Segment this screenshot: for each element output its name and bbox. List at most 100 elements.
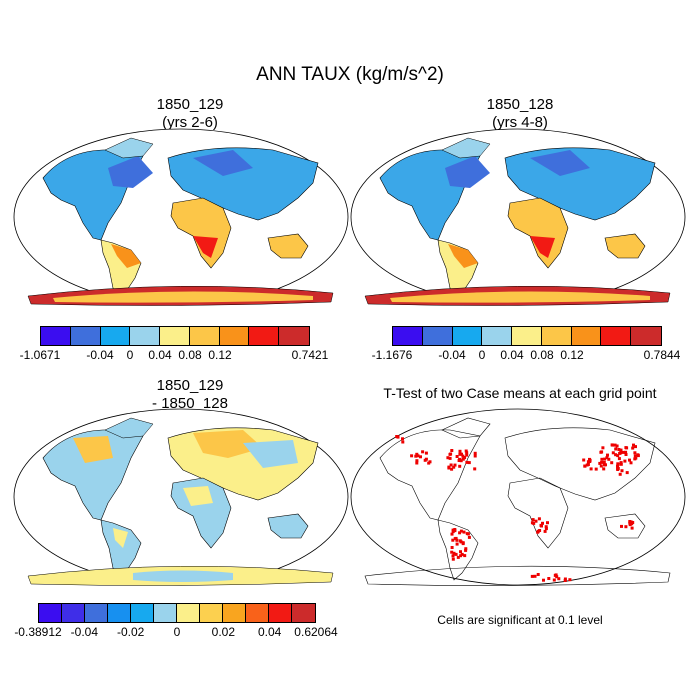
- significant-cell: [451, 530, 455, 534]
- significant-cell: [552, 578, 556, 582]
- colorbar-3-label-4: 0: [173, 625, 181, 639]
- significant-cell: [611, 443, 615, 447]
- significant-cell: [455, 538, 459, 542]
- significant-cell: [415, 461, 419, 465]
- significant-cell: [452, 551, 456, 555]
- significant-cell: [619, 461, 623, 465]
- significant-cell: [453, 463, 457, 467]
- significant-cell: [547, 577, 551, 580]
- significant-cell: [461, 542, 465, 546]
- significant-cell: [530, 574, 534, 578]
- colorbar-3-label-2: -0.04: [70, 625, 99, 639]
- significant-cell: [421, 450, 425, 454]
- colorbar-1-swatch-9: [279, 327, 310, 345]
- significant-cell: [449, 463, 453, 467]
- significant-cell: [634, 445, 637, 449]
- significant-cell: [414, 454, 418, 458]
- significant-cell: [622, 450, 625, 454]
- significant-cell: [605, 456, 609, 460]
- colorbar-3-swatch-2: [62, 604, 85, 622]
- significant-cell: [588, 457, 591, 461]
- significant-cell: [630, 526, 634, 530]
- colorbar-3-swatch-12: [292, 604, 315, 622]
- significant-cell: [537, 517, 541, 521]
- significant-cell: [624, 453, 628, 456]
- panel-2-title: 1850_128 (yrs 4-8): [370, 96, 670, 132]
- significant-cell: [451, 538, 455, 542]
- panel-1-title: 1850_129 (yrs 2-6): [40, 96, 340, 132]
- significant-cell: [473, 454, 477, 458]
- significant-cell: [415, 459, 419, 463]
- map-panel-4: [350, 408, 686, 586]
- significant-cell: [624, 450, 628, 454]
- significant-cell: [410, 454, 414, 458]
- significant-cell: [459, 529, 463, 533]
- significant-cell: [542, 578, 545, 582]
- significant-cell: [465, 451, 469, 455]
- map-panel-3: [13, 408, 349, 586]
- significant-cell: [463, 456, 467, 459]
- significant-cell: [416, 454, 420, 458]
- significant-cell: [602, 461, 606, 464]
- significant-cell: [473, 467, 477, 471]
- figure-title: ANN TAUX (kg/m/s^2): [256, 64, 444, 85]
- colorbar-3-label-1: -0.38912: [14, 625, 62, 639]
- panel-3-minus-case: - 1850_128: [152, 395, 228, 412]
- colorbar-3-swatch-4: [108, 604, 131, 622]
- significant-cell: [458, 539, 462, 543]
- significant-cell: [451, 528, 455, 532]
- significant-cell: [618, 472, 622, 476]
- significant-cell: [452, 465, 456, 469]
- significant-cell: [620, 524, 623, 528]
- colorbar-1-label-1: -1.0671: [19, 348, 61, 362]
- significant-cell: [617, 457, 621, 461]
- significant-cell: [629, 461, 633, 465]
- significant-cell: [419, 455, 422, 459]
- significant-cell: [610, 461, 614, 465]
- significant-cell: [459, 452, 463, 456]
- significant-cell: [461, 454, 465, 458]
- significant-cell: [460, 552, 464, 556]
- colorbar-1-swatch-6: [189, 327, 220, 345]
- colorbar-2-swatch-3: [452, 327, 483, 345]
- colorbar-3-swatch-6: [154, 604, 177, 622]
- colorbar-1-label-4: 0.04: [148, 348, 172, 362]
- significant-cell: [463, 554, 467, 558]
- significant-cell: [601, 446, 605, 450]
- significant-cell: [619, 462, 623, 466]
- significant-cell: [604, 463, 607, 467]
- colorbar-1-swatch-1: [41, 327, 71, 345]
- significant-cell: [614, 453, 618, 457]
- significant-cell: [557, 577, 561, 581]
- colorbar-1-swatch-3: [100, 327, 131, 345]
- significant-cell: [546, 521, 549, 525]
- significant-cell: [464, 449, 468, 453]
- colorbar-2-swatch-7: [571, 327, 602, 345]
- significant-cell: [465, 532, 469, 536]
- colorbar-2-swatch-9: [631, 327, 662, 345]
- significant-cell: [455, 542, 459, 546]
- colorbar-3-swatch-10: [246, 604, 269, 622]
- colorbar-1-swatch-4: [130, 327, 161, 345]
- colorbar-2-swatch-6: [541, 327, 572, 345]
- significant-cell: [606, 453, 609, 457]
- significant-cell: [582, 458, 586, 462]
- significant-cell: [415, 452, 419, 456]
- colorbar-panel-1: -1.0671 -0.04 0 0.04 0.08 0.12 0.7421: [20, 326, 328, 366]
- panel-1-years: (yrs 2-6): [162, 114, 218, 131]
- colorbar-1-label-5: 0.08: [178, 348, 202, 362]
- significant-cell: [586, 463, 590, 466]
- significant-cell: [395, 435, 399, 439]
- significant-cell: [611, 451, 615, 455]
- colorbar-3-swatch-5: [131, 604, 154, 622]
- panel-4-title: T-Test of two Case means at each grid po…: [383, 385, 657, 401]
- significant-cell: [465, 460, 469, 464]
- significant-cell: [563, 577, 567, 581]
- significant-cell: [462, 530, 466, 534]
- colorbar-3-swatch-3: [85, 604, 108, 622]
- colorbar-3-swatch-8: [200, 604, 223, 622]
- significant-cell: [401, 440, 405, 444]
- significant-cell: [450, 449, 454, 452]
- significant-cell: [458, 449, 462, 453]
- significant-cell: [428, 460, 432, 464]
